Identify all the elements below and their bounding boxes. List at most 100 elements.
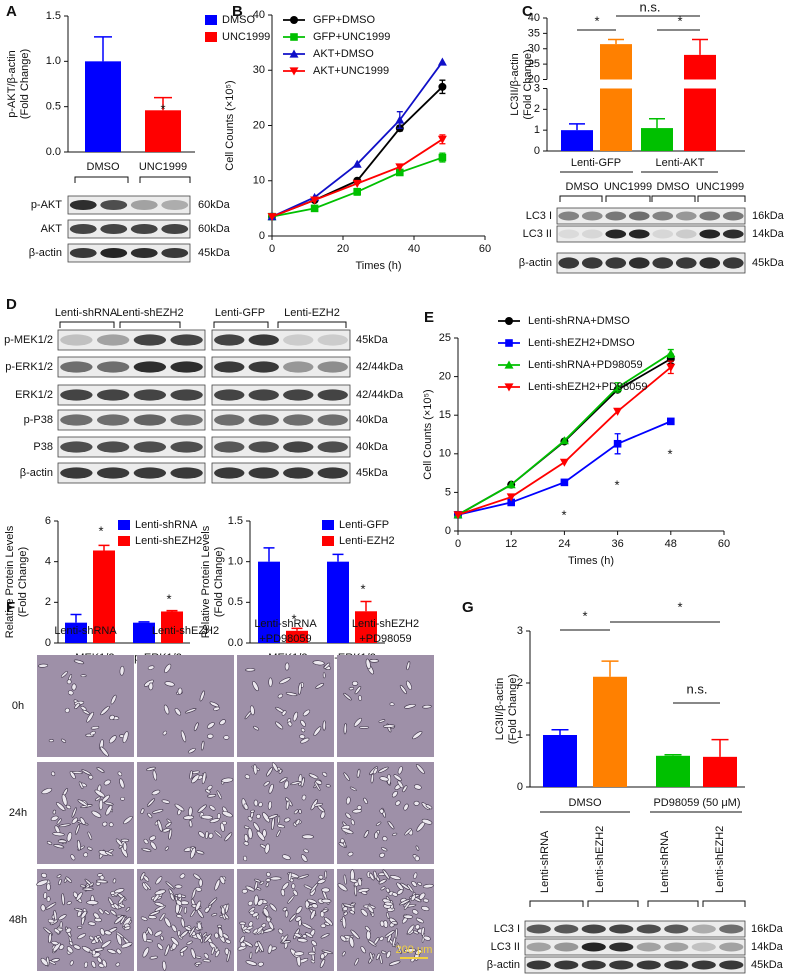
cell [190, 909, 196, 918]
legend-label: GFP+DMSO [313, 14, 375, 26]
blot-band [605, 229, 627, 239]
cell [366, 930, 371, 941]
marker [666, 363, 676, 372]
cell [313, 726, 322, 736]
y-tick-label: 25 [528, 58, 540, 70]
blot-row-label: p-ERK1/2 [5, 361, 53, 373]
cell [290, 781, 302, 786]
blot-group-label: Lenti-EZH2 [284, 307, 340, 319]
cell [83, 852, 89, 858]
cell [120, 916, 126, 925]
marker [453, 511, 463, 520]
cell [357, 877, 363, 887]
cell [353, 717, 362, 727]
blot-band [675, 257, 697, 269]
cell [257, 940, 264, 953]
marker [395, 115, 405, 124]
cell [305, 932, 314, 938]
blot-band [170, 414, 203, 426]
cell [64, 707, 70, 713]
cell [164, 681, 175, 687]
blot-size-label: 45kDa [751, 959, 784, 971]
cell [164, 663, 172, 673]
cell [87, 831, 93, 841]
cell [225, 903, 230, 914]
cell [415, 845, 420, 851]
panel-label: E [424, 309, 434, 326]
marker [353, 188, 361, 196]
annotation: * [166, 591, 171, 606]
cell [176, 914, 183, 919]
micrograph [337, 655, 434, 757]
y-tick-label: 40 [253, 9, 265, 21]
cell [217, 927, 224, 938]
cell [411, 881, 418, 887]
cell [155, 876, 163, 885]
blot-band [636, 942, 661, 952]
blot-band [283, 361, 314, 373]
cell [343, 723, 347, 735]
micrograph [37, 762, 134, 864]
blot-size-label: 45kDa [356, 467, 389, 479]
blot-band [722, 211, 744, 221]
cell [239, 921, 246, 926]
cell [104, 851, 114, 857]
cell [52, 832, 65, 837]
cell [66, 901, 72, 905]
blot-band [100, 247, 128, 259]
cell [207, 722, 215, 729]
cell [369, 872, 375, 881]
y-tick-label: 0.0 [46, 146, 61, 158]
cell [256, 813, 261, 819]
cell [269, 876, 282, 881]
cell [77, 839, 81, 851]
cell [211, 947, 215, 955]
cell [154, 889, 166, 896]
cell [149, 955, 158, 960]
cell [292, 889, 298, 896]
cell [89, 730, 96, 736]
cell [343, 874, 347, 885]
cell [337, 883, 348, 892]
cell [197, 804, 207, 813]
cell [113, 892, 119, 896]
cell [160, 935, 164, 941]
cell [82, 887, 94, 891]
cell [90, 726, 100, 730]
cell [61, 671, 68, 678]
blot-group-label: Lenti-shEZH2 [116, 307, 183, 319]
cell [279, 677, 291, 685]
cell [183, 815, 194, 820]
cell [348, 687, 355, 691]
cell [53, 928, 60, 934]
cell [116, 948, 122, 955]
cell [341, 828, 354, 835]
cell [114, 888, 125, 894]
blot-strip [57, 384, 206, 406]
cell [221, 777, 234, 783]
cell [66, 679, 72, 685]
y-tick-label: 0 [534, 145, 540, 157]
cell [277, 815, 281, 824]
y-axis-title: (Fold Change) [522, 49, 534, 119]
error-bar [649, 117, 665, 129]
error-bar [138, 621, 150, 623]
blot-row-label: β-actin [29, 247, 62, 259]
legend-swatch [322, 536, 334, 546]
cell [113, 903, 120, 910]
cell [190, 948, 196, 959]
blot-group-label: Lenti-shRNA [55, 307, 118, 319]
cell [384, 930, 395, 938]
y-axis-title: LC3II/β-actin [509, 53, 521, 116]
blot-strip [211, 409, 351, 431]
bar [93, 550, 115, 643]
cell [162, 960, 167, 971]
cell [149, 910, 161, 916]
group-label: Lenti-AKT [656, 157, 705, 169]
cell [195, 961, 202, 965]
y-tick-label: 35 [528, 27, 540, 39]
blot-band [96, 389, 130, 401]
cell [216, 813, 221, 820]
cell [175, 899, 182, 906]
cell [253, 894, 259, 906]
